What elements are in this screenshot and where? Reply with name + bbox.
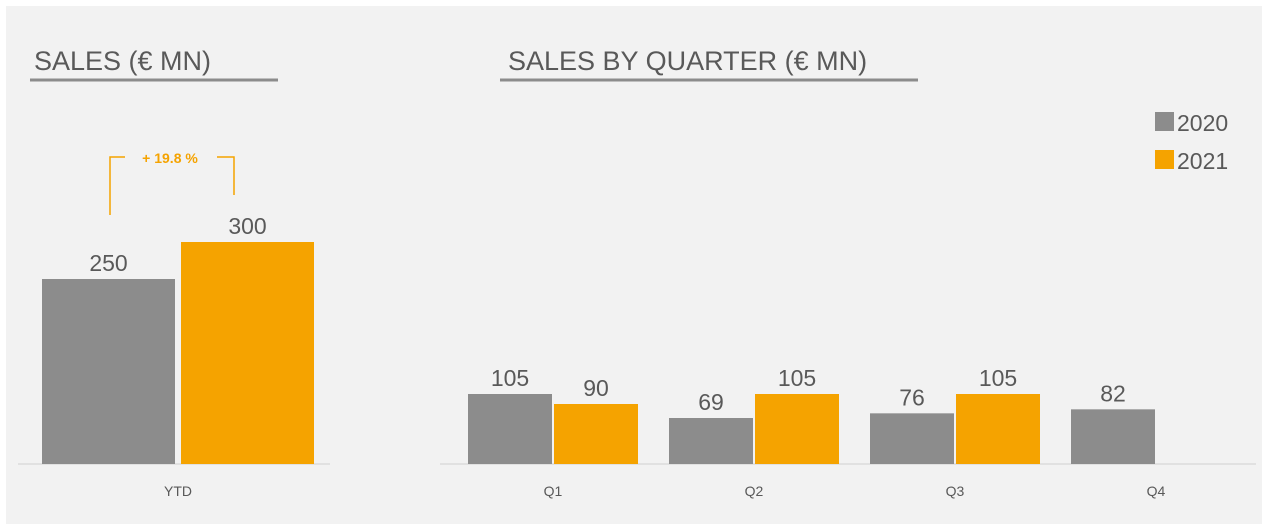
x-tick-label: Q1 [544, 483, 563, 499]
data-label: 300 [228, 213, 266, 239]
data-label: 76 [899, 384, 925, 410]
data-label: 90 [583, 375, 609, 401]
chart-title: SALES BY QUARTER (€ MN) [508, 46, 867, 76]
annotation: + 19.8 % [142, 150, 198, 166]
x-tick-label: Q4 [1147, 483, 1166, 499]
legend-swatch [1155, 150, 1174, 169]
data-label: 250 [89, 250, 127, 276]
bar [870, 413, 954, 464]
x-tick-label: Q2 [745, 483, 764, 499]
data-label: 69 [698, 389, 724, 415]
data-label: 105 [979, 365, 1017, 391]
bar [554, 404, 638, 464]
legend-label: 2020 [1177, 110, 1228, 136]
bar [755, 394, 839, 464]
legend-swatch [1155, 112, 1174, 131]
data-label: 105 [778, 365, 816, 391]
bar [181, 242, 314, 464]
bar [669, 418, 753, 464]
bar [42, 279, 175, 464]
legend-label: 2021 [1177, 148, 1228, 174]
bar [956, 394, 1040, 464]
x-tick-label: Q3 [946, 483, 965, 499]
annotation-bracket [109, 156, 235, 215]
x-tick-label: YTD [164, 483, 192, 499]
data-label: 82 [1100, 380, 1126, 406]
bar [468, 394, 552, 464]
bar [1071, 409, 1155, 464]
chart-title: SALES (€ MN) [34, 46, 211, 76]
data-label: 105 [491, 365, 529, 391]
